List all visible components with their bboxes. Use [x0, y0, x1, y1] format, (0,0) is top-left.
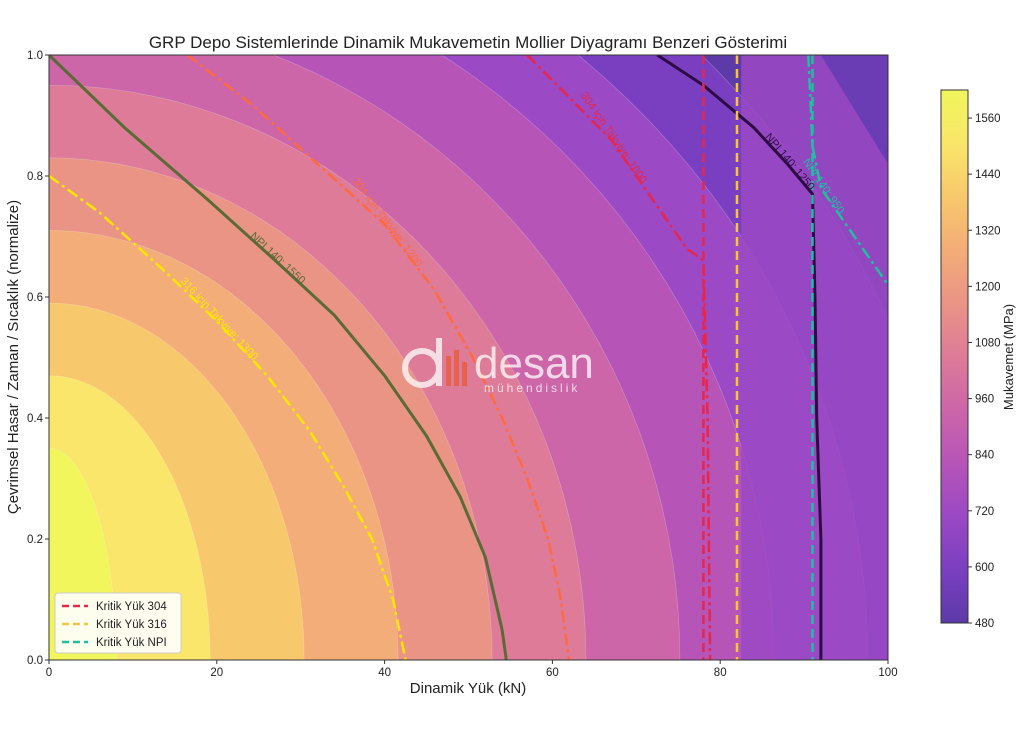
colorbar-tick-label-6: 1200: [975, 281, 1001, 293]
critical-load-lines: [702, 55, 814, 660]
plot-frame: [48, 54, 889, 661]
y-tick-label-3: 0.6: [27, 292, 43, 304]
colorbar-tick-label-3: 840: [975, 450, 994, 462]
colorbar-tick-label-1: 600: [975, 562, 994, 574]
watermark-sub: mühendislik: [484, 381, 580, 395]
band-right-top: [820, 55, 888, 164]
legend-label-2: Kritik Yük NPI: [96, 637, 167, 649]
x-tick-label-0: 0: [46, 667, 52, 679]
colorbar-tick-label-2: 720: [975, 506, 994, 518]
x-tick-label-5: 100: [878, 667, 897, 679]
contour-line-3: [526, 55, 712, 660]
colorbar-tick-label-9: 1560: [975, 113, 1001, 125]
y-axis-label: Çevrimsel Hasar / Zaman / Sıcaklık (norm…: [5, 200, 22, 514]
x-axis-label: Dinamik Yük (kN): [410, 680, 526, 697]
chart-title: GRP Depo Sistemlerinde Dinamik Mukavemet…: [149, 33, 787, 52]
x-tick-label-2: 40: [378, 667, 391, 679]
desan-logo-icon: [402, 338, 467, 388]
contour-bands: [49, 55, 888, 660]
contour-line-2: [49, 55, 508, 660]
y-ticks: 0.0 0.2 0.4 0.6 0.8 1.0: [27, 50, 49, 667]
legend-label-1: Kritik Yük 316: [96, 619, 167, 631]
colorbar-tick-label-5: 1080: [975, 337, 1001, 349]
legend: Kritik Yük 304 Kritik Yük 316 Kritik Yük N…: [54, 592, 182, 654]
colorbar-tick-label-8: 1440: [975, 169, 1001, 181]
colorbar-label: Mukavemet (MPa): [1001, 304, 1016, 410]
x-tick-label-4: 80: [714, 667, 727, 679]
colorbar-tick-label-7: 1320: [975, 225, 1001, 237]
x-tick-label-3: 60: [546, 667, 559, 679]
y-tick-label-2: 0.4: [27, 413, 44, 425]
watermark-brand: desan: [474, 339, 594, 388]
y-tick-label-0: 0.0: [27, 655, 43, 667]
watermark: desan mühendislik: [402, 338, 594, 395]
colorbar-tick-label-0: 480: [975, 618, 994, 630]
x-tick-label-1: 20: [210, 667, 223, 679]
y-tick-label-1: 0.2: [27, 534, 43, 546]
y-tick-label-4: 0.8: [27, 171, 43, 183]
contour-line-4: [656, 55, 823, 660]
legend-label-0: Kritik Yük 304: [96, 601, 167, 613]
y-tick-label-5: 1.0: [27, 50, 43, 62]
colorbar: 480 600 720 840 960 1080 1200 1320 1440 1560 Muka…: [940, 89, 1016, 630]
contour-line-0: [186, 55, 571, 660]
contour-line-1: [49, 174, 407, 660]
x-ticks: 0 20 40 60 80 100: [46, 660, 898, 679]
colorbar-tick-label-4: 960: [975, 394, 994, 406]
